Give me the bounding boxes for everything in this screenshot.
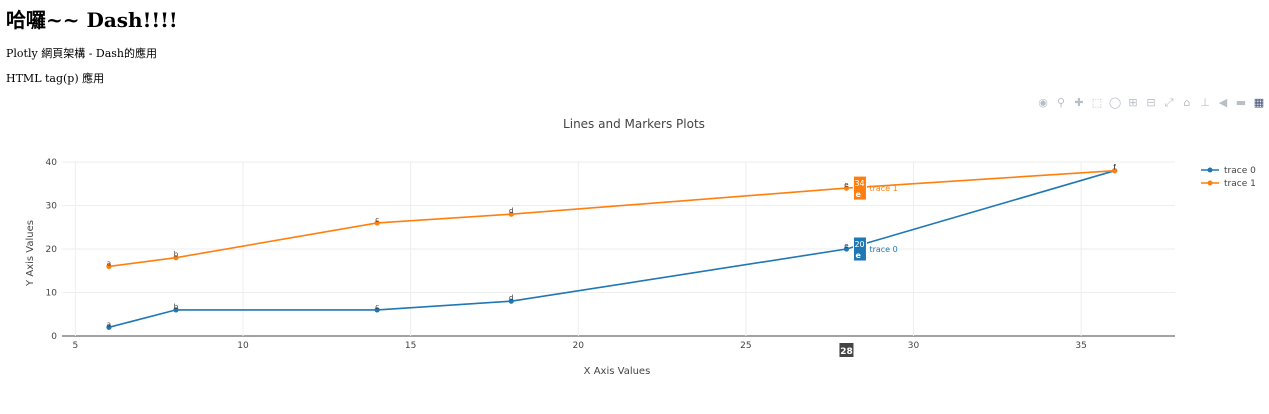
data-point[interactable] — [1112, 168, 1118, 174]
point-label: e — [844, 181, 848, 189]
point-label: e — [844, 242, 848, 250]
x-tick-label: 10 — [237, 341, 249, 351]
reset-axes-icon[interactable]: ⌂ — [1183, 96, 1191, 109]
x-tick-label: 20 — [573, 341, 585, 351]
pan-icon[interactable]: ✚ — [1074, 96, 1084, 109]
chart-modebar: ◉ ⚲ ✚ ⬚ ◯ ⊞ ⊟ ⤢ ⌂ ⊥ ◀ ▬ ▦ — [1036, 95, 1266, 111]
y-tick-label: 40 — [46, 158, 58, 168]
point-label: f — [1113, 164, 1116, 172]
hover-tooltip-series: trace 1 — [869, 184, 897, 193]
point-label: b — [174, 251, 179, 259]
point-label: b — [174, 303, 179, 311]
x-tick-label: 25 — [740, 341, 751, 351]
y-tick-label: 20 — [46, 245, 58, 255]
data-point[interactable] — [508, 298, 514, 304]
line-chart: Lines and Markers Plots 0 10 20 30 40 5 10 15 20… — [25, 117, 1256, 377]
legend-label[interactable]: trace 0 — [1224, 166, 1256, 176]
chart-title: Lines and Markers Plots — [563, 117, 705, 131]
zoom-icon[interactable]: ⚲ — [1056, 96, 1066, 109]
hover-layer: 28 20 e trace 0 34 e trace 1 — [839, 175, 898, 357]
zoom-out-icon[interactable]: ⊟ — [1146, 96, 1156, 109]
point-label: a — [107, 320, 111, 328]
point-label: a — [107, 259, 111, 267]
point-label: c — [375, 216, 379, 224]
page-heading: 哈囉~~ Dash!!!! — [6, 8, 178, 32]
hover-closest-icon[interactable]: ◀ — [1218, 96, 1228, 109]
legend-swatch-marker[interactable] — [1207, 180, 1213, 186]
plotly-logo-icon[interactable]: ▦ — [1253, 96, 1265, 109]
point-label: d — [509, 294, 513, 302]
x-tick-label: 5 — [73, 341, 79, 351]
axes: 0 10 20 30 40 5 10 15 20 25 30 35 — [46, 158, 1087, 351]
intro-paragraph: Plotly 網頁架構 - Dash的應用 — [6, 47, 158, 60]
spike-lines-icon[interactable]: ⊥ — [1200, 96, 1210, 109]
data-point[interactable] — [173, 307, 179, 313]
box-select-icon[interactable]: ⬚ — [1091, 96, 1103, 109]
y-tick-label: 0 — [51, 332, 57, 342]
x-axis-title: X Axis Values — [584, 366, 651, 377]
data-point[interactable] — [843, 185, 850, 191]
series-line-trace-0 — [108, 169, 1115, 329]
series-line-trace-1 — [108, 169, 1115, 268]
data-point[interactable] — [374, 220, 380, 226]
point-label: f — [1113, 164, 1116, 172]
y-axis-title: Y Axis Values — [25, 220, 36, 287]
data-point[interactable] — [173, 255, 179, 261]
hover-tooltip-box — [852, 175, 867, 201]
point-label: d — [509, 207, 513, 215]
html-tag-paragraph: HTML tag(p) 應用 — [6, 72, 105, 85]
hover-tooltip-text: e — [855, 190, 861, 199]
hover-tooltip-value: 20 — [854, 240, 864, 249]
hover-x-label-box — [839, 343, 854, 357]
lasso-icon[interactable]: ◯ — [1108, 96, 1122, 109]
x-tick-label: 30 — [908, 341, 920, 351]
y-tick-label: 10 — [46, 289, 58, 299]
camera-icon[interactable]: ◉ — [1038, 96, 1048, 109]
data-point[interactable] — [843, 246, 850, 252]
legend-swatch-marker[interactable] — [1207, 167, 1213, 173]
hover-tooltip-series: trace 0 — [869, 245, 897, 254]
x-tick-label: 35 — [1075, 341, 1086, 351]
hover-tooltip-value: 34 — [854, 179, 864, 188]
x-tick-label: 15 — [405, 341, 416, 351]
hover-tooltip-text: e — [855, 251, 861, 260]
data-point[interactable] — [374, 307, 380, 313]
hover-tooltip-box — [852, 236, 867, 262]
autoscale-icon[interactable]: ⤢ — [1164, 96, 1174, 109]
point-label: c — [375, 303, 379, 311]
hover-x-label: 28 — [840, 347, 853, 357]
y-tick-label: 30 — [46, 202, 58, 212]
hover-compare-icon[interactable]: ▬ — [1235, 96, 1247, 109]
legend-label[interactable]: trace 1 — [1224, 179, 1256, 189]
data-point[interactable] — [106, 263, 112, 269]
data-point[interactable] — [508, 211, 514, 217]
zoom-in-icon[interactable]: ⊞ — [1128, 96, 1138, 109]
legend: trace 0 trace 1 — [1201, 166, 1256, 189]
grid-lines — [62, 161, 1175, 337]
data-point[interactable] — [106, 324, 112, 330]
